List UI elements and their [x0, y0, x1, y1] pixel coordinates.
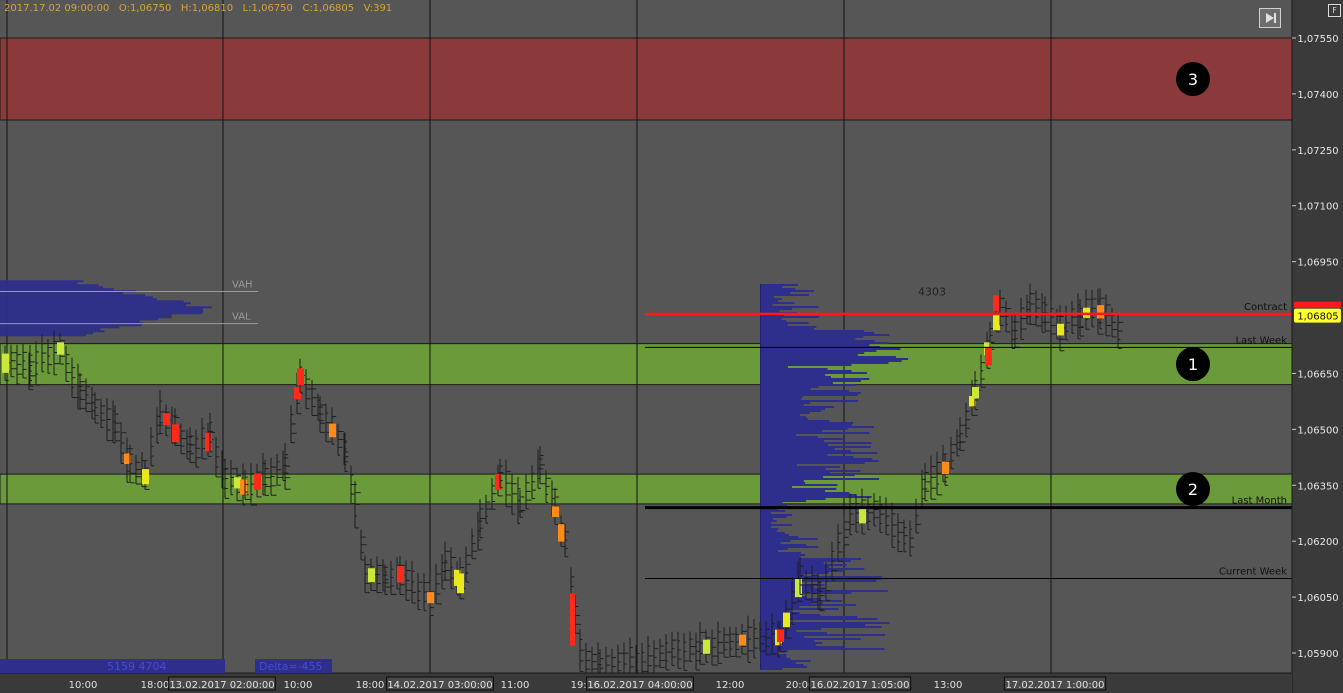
right-profile-volume-label: 4303	[918, 285, 946, 298]
contract-price-tag	[1294, 301, 1341, 308]
x-label-box	[808, 676, 912, 691]
y-tick-label: 1,07100	[1297, 202, 1338, 213]
level-label-last-week: Last Week	[1236, 335, 1288, 346]
y-tick-label: 1,06050	[1297, 593, 1338, 604]
x-tick-label: 18:00	[141, 680, 170, 691]
zone-marker-label: 3	[1188, 70, 1198, 89]
footprint-candles	[2, 283, 1124, 688]
x-tick-label: 13:00	[934, 680, 963, 691]
zone-2	[0, 473, 1293, 505]
x-tick-label: 18:00	[356, 680, 385, 691]
y-tick-label: 1,05900	[1297, 649, 1338, 660]
x-label-box	[586, 676, 694, 691]
y-tick-label: 1,06200	[1297, 537, 1338, 548]
x-label-box	[168, 676, 276, 691]
zone-marker-3	[1176, 62, 1210, 96]
level-label-contract: Contract	[1244, 302, 1287, 313]
x-tick-label: 17.02.2017 1:00:00	[1006, 680, 1105, 691]
x-tick-label: 10:00	[69, 680, 98, 691]
current-price-tag	[1294, 308, 1341, 323]
level-label-current-week: Current Week	[1219, 566, 1287, 577]
val-label: VAL	[232, 312, 251, 323]
x-tick-label: 14.02.2017 03:00:00	[387, 680, 492, 691]
footer-volume-box	[0, 659, 225, 673]
zone-marker-2	[1176, 472, 1210, 506]
red-volume-spike	[570, 593, 575, 646]
x-tick-label: 16.02.2017 1:05:00	[811, 680, 910, 691]
x-tick-label: 19:00	[571, 680, 600, 691]
y-tick-label: 1,07400	[1297, 90, 1338, 101]
footer-delta-box	[255, 659, 332, 673]
y-tick-label: 1,07250	[1297, 146, 1338, 157]
y-tick-label: 1,06500	[1297, 425, 1338, 436]
zone-marker-label: 2	[1188, 480, 1198, 499]
y-tick-label: 1,06950	[1297, 258, 1338, 269]
current-price-label: 1,06805	[1297, 312, 1338, 323]
zone-marker-label: 1	[1188, 355, 1198, 374]
corner-button[interactable]: F	[1328, 4, 1341, 17]
y-tick-label: 1,06350	[1297, 481, 1338, 492]
x-label-box	[386, 676, 494, 691]
footer-delta-label: Delta=-455	[259, 660, 323, 673]
level-label-last-month: Last Month	[1232, 496, 1287, 507]
y-tick-label: 1,07550	[1297, 34, 1338, 45]
x-tick-label: 16.02.2017 04:00:00	[587, 680, 692, 691]
price-axis	[1292, 0, 1343, 693]
y-tick-label: 1,06650	[1297, 369, 1338, 380]
zone-1	[0, 343, 1293, 386]
x-tick-label: 20:00	[786, 680, 815, 691]
scroll-to-end-icon[interactable]	[1259, 8, 1281, 28]
footer-volume-label: 5159 4704	[107, 660, 167, 673]
x-tick-label: 11:00	[501, 680, 530, 691]
left-volume-profile	[0, 280, 213, 337]
vah-label: VAH	[232, 279, 253, 290]
x-tick-label: 10:00	[284, 680, 313, 691]
x-label-box	[1003, 676, 1107, 691]
zone-marker-1	[1176, 347, 1210, 382]
zone-3	[0, 37, 1293, 121]
x-tick-label: 12:00	[716, 680, 745, 691]
ohlc-readout: 2017.17.02 09:00:00 O:1,06750 H:1,06810 …	[4, 3, 393, 14]
x-tick-label: 13.02.2017 02:00:00	[169, 680, 274, 691]
